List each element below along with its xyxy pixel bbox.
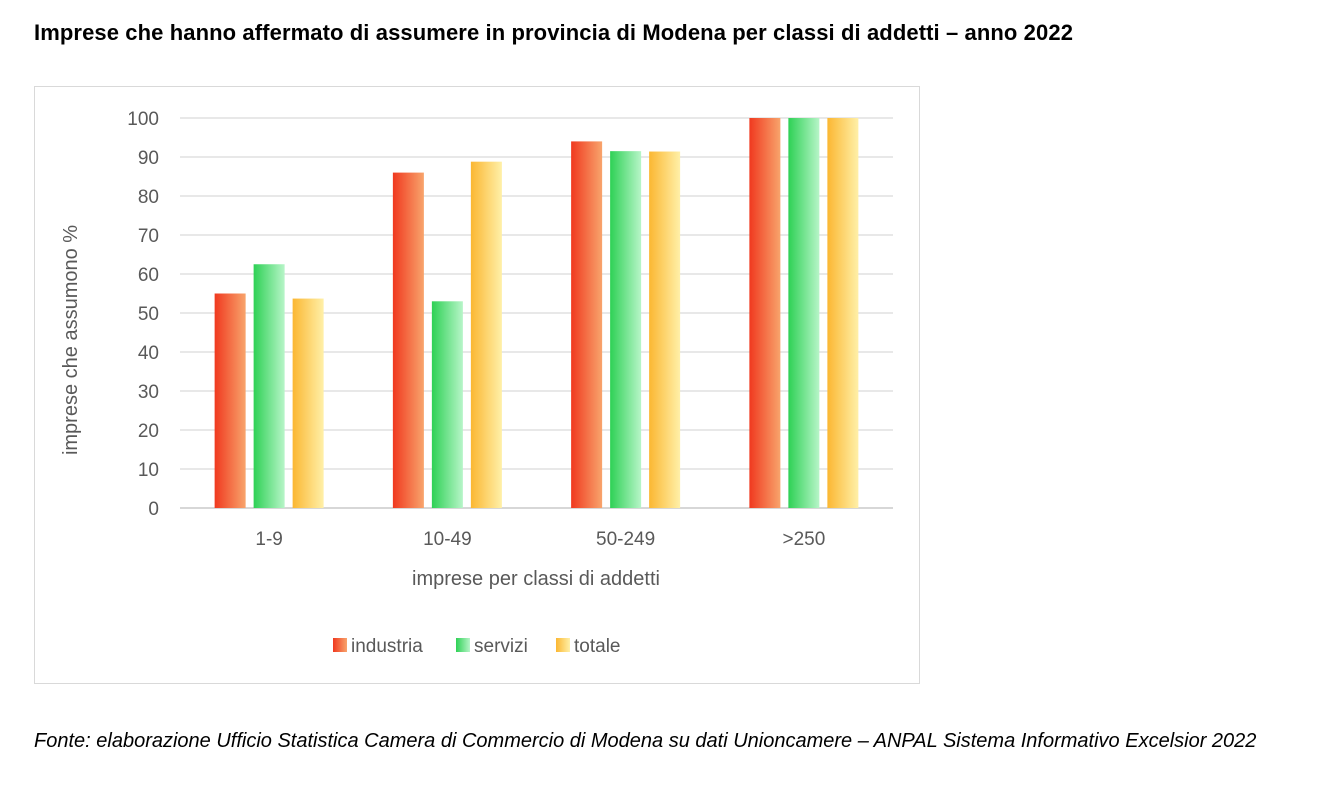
y-tick-label: 0: [148, 499, 159, 520]
x-axis-label: imprese per classi di addetti: [412, 568, 660, 590]
x-tick-label: 10-49: [423, 529, 472, 550]
x-tick-label: 1-9: [255, 529, 282, 550]
y-tick-label: 70: [138, 226, 159, 247]
legend-label-industria: industria: [351, 636, 423, 657]
bar-totale-2: [649, 151, 681, 508]
y-tick-label: 10: [138, 460, 159, 481]
bar-totale-1: [470, 161, 502, 508]
bar-totale-3: [827, 118, 859, 508]
bar-industria-0: [214, 293, 246, 508]
y-tick-label: 100: [127, 109, 159, 130]
bar-totale-0: [292, 298, 324, 508]
x-tick-label: 50-249: [596, 529, 655, 550]
x-tick-label: >250: [782, 529, 825, 550]
y-tick-label: 80: [138, 187, 159, 208]
bar-servizi-0: [253, 264, 285, 508]
legend-label-totale: totale: [574, 636, 620, 657]
y-tick-label: 50: [138, 304, 159, 325]
bar-chart: 0 10 20 30 40 50 60 70 80 90 100 1-9 10-49 50-249 >25…: [60, 109, 893, 657]
chart-container: 0 10 20 30 40 50 60 70 80 90 100 1-9 10-49 50-249 >25…: [34, 86, 920, 684]
source-note: Fonte: elaborazione Ufficio Statistica C…: [34, 730, 1257, 752]
y-tick-label: 30: [138, 382, 159, 403]
bar-industria-1: [392, 172, 424, 508]
legend-swatch-totale: [556, 638, 570, 652]
legend-swatch-industria: [333, 638, 347, 652]
y-tick-label: 20: [138, 421, 159, 442]
legend: industria servizi totale: [333, 636, 620, 657]
page-title: Imprese che hanno affermato di assumere …: [34, 20, 1074, 45]
bar-servizi-1: [431, 301, 463, 508]
bar-industria-3: [749, 118, 781, 508]
y-axis-label: imprese che assumono %: [60, 225, 82, 455]
bar-servizi-3: [788, 118, 820, 508]
bar-servizi-2: [610, 151, 642, 508]
y-tick-label: 60: [138, 265, 159, 286]
gridlines: [180, 117, 893, 509]
y-axis-ticks: 0 10 20 30 40 50 60 70 80 90 100: [127, 109, 159, 520]
y-tick-label: 90: [138, 148, 159, 169]
y-tick-label: 40: [138, 343, 159, 364]
x-axis-ticks: 1-9 10-49 50-249 >250: [255, 529, 825, 550]
bar-industria-2: [571, 141, 603, 508]
legend-label-servizi: servizi: [474, 636, 528, 657]
legend-swatch-servizi: [456, 638, 470, 652]
bars: [214, 118, 859, 508]
